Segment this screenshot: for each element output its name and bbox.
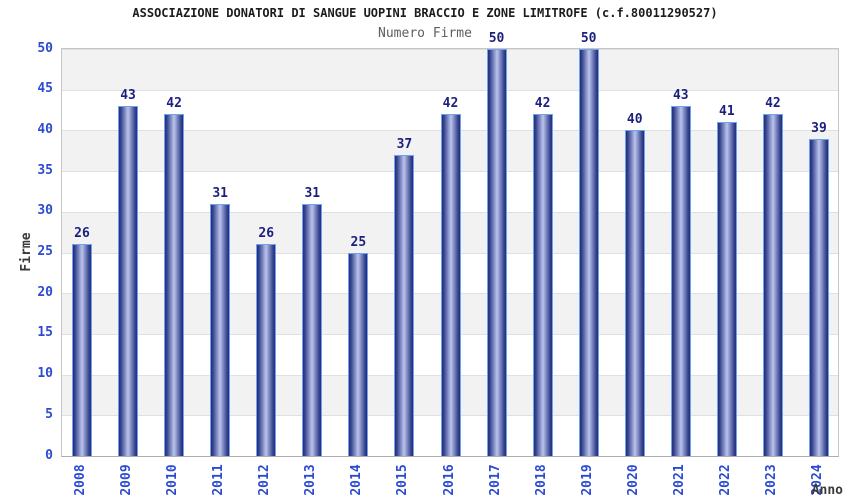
x-tick-year-2010: 2010 xyxy=(165,464,181,496)
bar-value-label: 42 xyxy=(534,96,551,112)
bar-value-label: 43 xyxy=(120,87,136,103)
bar-value-label: 26 xyxy=(258,226,275,242)
y-tick-label: 50 xyxy=(37,40,53,56)
x-tick-year-2009: 2009 xyxy=(119,464,135,496)
y-tick-label: 40 xyxy=(37,121,53,137)
bar-2016 xyxy=(440,114,461,456)
bar-2017 xyxy=(486,49,507,456)
bar-2019 xyxy=(578,49,599,456)
x-tick-year-2015: 2015 xyxy=(395,464,411,496)
bar-value-label: 50 xyxy=(580,31,597,46)
bar-2024 xyxy=(809,138,829,456)
x-tick-year-2023: 2023 xyxy=(763,464,779,496)
x-tick-year-2011: 2011 xyxy=(211,464,227,496)
bar-2013 xyxy=(302,203,323,456)
x-tick-year-2022: 2022 xyxy=(717,464,733,496)
bar-2010 xyxy=(164,114,185,456)
bar-2022 xyxy=(716,122,737,456)
bar-2012 xyxy=(256,244,277,456)
plot-area: 26 43 42 31 26 31 25 37 42 50 42 50 40 43 41 42 39 xyxy=(61,32,839,457)
bar-2009 xyxy=(118,105,139,456)
bar-2015 xyxy=(394,154,415,456)
bar-2008 xyxy=(72,244,92,456)
x-axis-label-anno: Anno xyxy=(811,483,843,498)
y-tick-label: 0 xyxy=(45,447,53,463)
background-band xyxy=(62,49,838,90)
y-tick-label: 35 xyxy=(37,162,53,178)
x-tick-year-2012: 2012 xyxy=(257,464,273,496)
bar-value-label: 40 xyxy=(626,112,643,128)
y-axis-label: Firme xyxy=(19,232,34,272)
y-tick-label: 20 xyxy=(37,284,53,300)
x-tick-year-2018: 2018 xyxy=(533,464,549,496)
bar-value-label: 41 xyxy=(719,104,735,120)
y-tick-label: 15 xyxy=(37,325,53,341)
x-tick-year-2017: 2017 xyxy=(487,464,503,496)
x-tick-year-2016: 2016 xyxy=(441,464,457,496)
y-tick-label: 45 xyxy=(37,81,53,97)
y-tick-label: 25 xyxy=(37,244,53,259)
bar-value-label: 37 xyxy=(396,136,413,152)
x-tick-year-2020: 2020 xyxy=(625,464,641,496)
bar-value-label: 42 xyxy=(765,96,781,112)
bar-2020 xyxy=(624,130,645,456)
chart-title: ASSOCIAZIONE DONATORI DI SANGUE UOPINI B… xyxy=(132,6,718,20)
bar-value-label: 50 xyxy=(488,31,505,46)
x-tick-year-2014: 2014 xyxy=(349,464,365,496)
bar-2011 xyxy=(210,203,231,456)
x-tick-year-2021: 2021 xyxy=(671,464,687,496)
bar-2023 xyxy=(762,114,783,456)
chart-subtitle: Numero Firme xyxy=(378,26,472,41)
bar-value-label: 42 xyxy=(442,96,459,112)
bar-value-label: 31 xyxy=(212,185,229,201)
x-tick-year-2019: 2019 xyxy=(579,464,595,496)
bar-2018 xyxy=(532,114,553,456)
bar-value-label: 42 xyxy=(166,96,182,112)
y-tick-label: 30 xyxy=(37,203,53,219)
y-tick-label: 10 xyxy=(37,366,53,382)
y-axis-ticks: 0 5 10 15 20 25 30 35 40 45 50 xyxy=(0,41,53,463)
bar-value-label: 39 xyxy=(811,120,827,136)
bar-value-label: 25 xyxy=(350,234,367,250)
y-tick-label: 5 xyxy=(45,406,53,422)
bar-2021 xyxy=(670,105,691,456)
x-tick-year-2008: 2008 xyxy=(73,464,88,496)
bar-value-label: 43 xyxy=(672,87,689,103)
bar-value-label: 26 xyxy=(74,226,90,242)
x-tick-year-2013: 2013 xyxy=(303,464,319,496)
bar-2014 xyxy=(348,252,369,456)
bar-value-label: 31 xyxy=(304,185,321,201)
